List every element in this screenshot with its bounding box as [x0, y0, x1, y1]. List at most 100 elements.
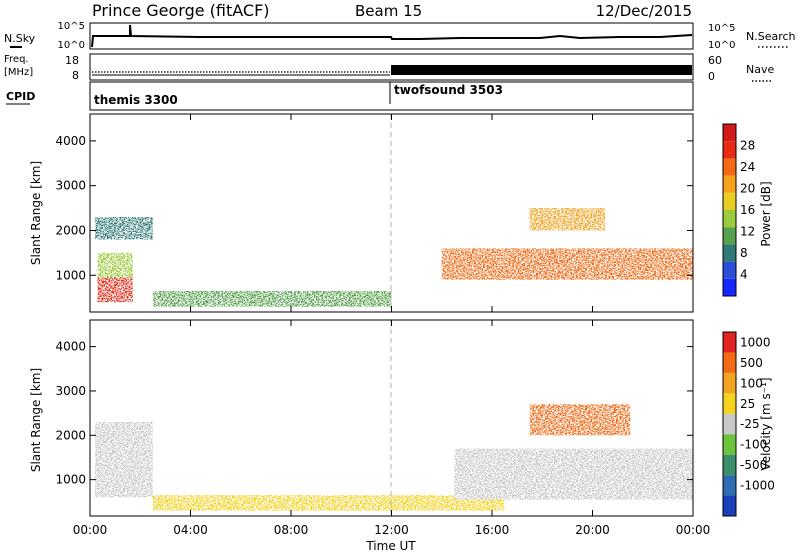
- freq-unit: [MHz]: [4, 67, 33, 78]
- frequency-frame: [89, 53, 694, 81]
- power-colorbar-frame: [722, 123, 737, 297]
- vel-colorbar-swatch-6: [723, 372, 736, 394]
- power-colorbar-swatch-4: [723, 210, 736, 228]
- cpid-frame: [89, 81, 694, 111]
- frequency-panel: Freq. [MHz] 18 8 60 0 Nave: [4, 53, 774, 83]
- nsearch-label: N.Search: [746, 30, 796, 43]
- xtick-label-1: 04:00: [173, 523, 208, 537]
- nave-tick-low: 0: [708, 70, 715, 83]
- cpid-themis: themis 3300: [94, 93, 178, 107]
- vel-colorbar-tick-2: 100: [740, 376, 763, 390]
- nsky-tick-high: 10^5: [58, 21, 85, 32]
- vel-colorbar-swatch-0: [723, 495, 736, 516]
- vel-colorbar-swatch-8: [723, 332, 736, 353]
- power-colorbar-swatch-1: [723, 261, 736, 279]
- velocity-panel: 1000 2000 3000 4000 Slant Range [km]: [29, 319, 694, 517]
- vel-region-3: [529, 404, 631, 436]
- power-colorbar-swatch-5: [723, 192, 736, 210]
- power-ytick-label-0: 1000: [55, 268, 86, 282]
- xtick-label-6: 00:00: [676, 523, 711, 537]
- freq-label: Freq.: [4, 54, 29, 65]
- power-colorbar-swatch-6: [723, 175, 736, 193]
- power-colorbar-swatch-2: [723, 244, 736, 262]
- search-count-frame: [89, 22, 694, 50]
- vel-colorbar-swatch-2: [723, 454, 736, 476]
- power-data-layer: [95, 208, 693, 307]
- velocity-data-layer: [95, 404, 693, 511]
- power-colorbar-swatch-7: [723, 158, 736, 176]
- power-ytick-label-3: 4000: [55, 134, 86, 148]
- vel-colorbar-swatch-1: [723, 475, 736, 496]
- power-yaxis: 1000 2000 3000 4000: [55, 134, 693, 282]
- velocity-yaxis: 1000 2000 3000 4000: [55, 340, 693, 487]
- freq-twofsound-block: [391, 65, 692, 75]
- power-ytick-label-1: 2000: [55, 223, 86, 237]
- power-region-1: [97, 252, 133, 278]
- freq-tick-low: 8: [72, 69, 79, 82]
- power-region-5: [529, 208, 606, 231]
- power-colorbar-tick-1: 8: [740, 246, 748, 260]
- power-colorbar-swatch-9: [723, 124, 736, 142]
- power-panel: 1000 2000 3000 4000 Slant Range [km]: [29, 113, 694, 313]
- vel-colorbar-swatch-7: [723, 352, 736, 373]
- vel-ytick-label-2: 3000: [55, 384, 86, 398]
- power-colorbar-tick-2: 12: [740, 225, 755, 239]
- date-label: 12/Dec/2015: [596, 2, 692, 20]
- vel-region-1: [152, 495, 505, 511]
- power-region-2: [95, 217, 153, 240]
- power-colorbar-swatch-8: [723, 141, 736, 159]
- freq-tick-high: 18: [65, 54, 79, 67]
- vel-region-2: [454, 448, 693, 500]
- cpid-twofsound: twofsound 3503: [394, 83, 503, 97]
- vel-colorbar-tick-4: -25: [740, 417, 760, 431]
- search-count-panel: N.Sky 10^5 10^0 10^5 10^0 N.Search: [4, 21, 796, 51]
- power-ylabel: Slant Range [km]: [29, 161, 43, 265]
- nsky-label: N.Sky: [4, 32, 36, 45]
- nsearch-tick-high: 10^5: [708, 23, 735, 34]
- time-axis-label: Time UT: [365, 539, 416, 553]
- beam-label: Beam 15: [355, 2, 422, 20]
- power-colorbar-tick-0: 4: [740, 268, 748, 282]
- power-colorbar: 4 8 12 16 20 24 28: [722, 123, 755, 297]
- power-colorbar-label: Power [dB]: [759, 181, 773, 246]
- nsky-line: [91, 24, 693, 48]
- nave-tick-high: 60: [708, 54, 722, 67]
- power-colorbar-tick-5: 24: [740, 160, 755, 174]
- power-colorbar-tick-4: 20: [740, 182, 755, 196]
- velocity-colorbar-label: Velocity [m s⁻¹]: [759, 377, 773, 470]
- vel-colorbar-swatch-3: [723, 434, 736, 455]
- cpid-label: CPID: [6, 90, 35, 103]
- nsearch-tick-low: 10^0: [708, 40, 735, 51]
- xtick-label-4: 16:00: [475, 523, 510, 537]
- power-colorbar-tick-6: 28: [740, 139, 755, 153]
- power-colorbar-tick-3: 16: [740, 203, 755, 217]
- station-title: Prince George (fitACF): [92, 1, 270, 20]
- vel-colorbar-tick-6: -500: [740, 458, 767, 472]
- vel-colorbar-tick-7: -1000: [740, 479, 775, 493]
- power-region-3: [152, 290, 392, 307]
- power-region-4: [441, 248, 693, 280]
- xtick-label-0: 00:00: [73, 523, 108, 537]
- vel-colorbar-tick-5: -100: [740, 438, 767, 452]
- vel-colorbar-swatch-4: [723, 413, 736, 435]
- vel-ytick-label-3: 4000: [55, 340, 86, 354]
- xtick-label-3: 12:00: [374, 523, 409, 537]
- nave-label: Nave: [746, 63, 774, 76]
- cpid-panel: CPID themis 3300 twofsound 3503: [6, 81, 694, 111]
- vel-ytick-label-1: 2000: [55, 428, 86, 442]
- vel-ytick-label-0: 1000: [55, 473, 86, 487]
- time-axis: 00:00 04:00 08:00 12:00 16:00 20:00 00:00: [73, 114, 711, 537]
- power-ytick-label-2: 3000: [55, 179, 86, 193]
- power-colorbar-swatch-3: [723, 227, 736, 245]
- nsky-tick-low: 10^0: [58, 40, 85, 51]
- vel-region-0: [95, 421, 153, 498]
- xtick-label-2: 08:00: [274, 523, 309, 537]
- xtick-label-5: 20:00: [575, 523, 610, 537]
- power-colorbar-swatch-0: [723, 278, 736, 296]
- velocity-colorbar: 1000 500 100 25 -25 -100 -500 -1000: [722, 331, 775, 517]
- vel-colorbar-swatch-5: [723, 393, 736, 414]
- vel-colorbar-tick-0: 1000: [740, 335, 771, 349]
- vel-colorbar-frame: [722, 331, 737, 517]
- vel-colorbar-tick-3: 25: [740, 397, 755, 411]
